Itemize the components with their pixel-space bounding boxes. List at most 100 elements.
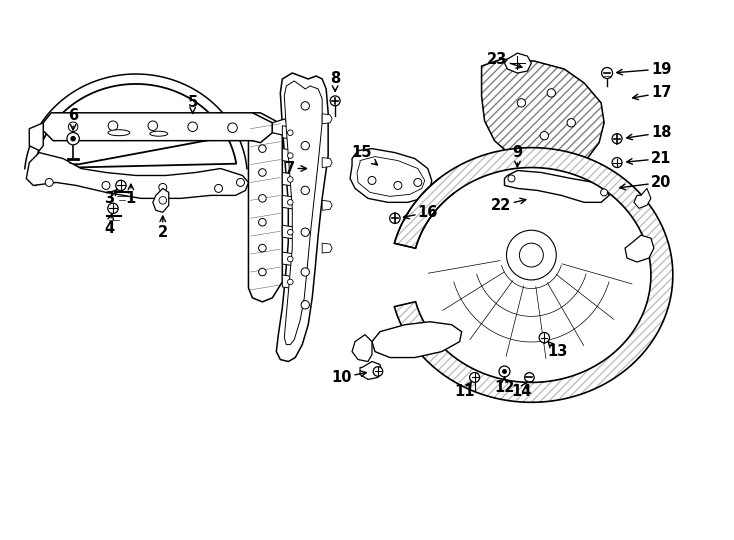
Text: 23: 23	[487, 52, 522, 68]
Polygon shape	[29, 123, 43, 151]
Circle shape	[159, 197, 167, 204]
Polygon shape	[625, 235, 654, 262]
Text: 22: 22	[491, 198, 526, 213]
Polygon shape	[284, 81, 322, 345]
Circle shape	[258, 168, 266, 176]
Text: 21: 21	[627, 151, 672, 166]
Polygon shape	[276, 73, 328, 361]
Polygon shape	[352, 335, 372, 361]
Circle shape	[46, 179, 53, 186]
Polygon shape	[248, 113, 283, 302]
Circle shape	[600, 189, 608, 196]
Polygon shape	[372, 322, 462, 357]
Circle shape	[228, 123, 237, 132]
Polygon shape	[504, 171, 609, 202]
Circle shape	[159, 184, 167, 191]
Circle shape	[567, 119, 575, 127]
Circle shape	[288, 279, 293, 285]
Ellipse shape	[150, 131, 168, 136]
Polygon shape	[283, 148, 298, 163]
Polygon shape	[153, 188, 169, 212]
Text: 5: 5	[188, 96, 197, 113]
Circle shape	[301, 102, 310, 110]
Circle shape	[258, 145, 266, 152]
Polygon shape	[272, 119, 288, 136]
Circle shape	[148, 121, 158, 131]
Circle shape	[188, 122, 197, 132]
Circle shape	[602, 68, 613, 78]
Circle shape	[394, 181, 402, 190]
Circle shape	[301, 301, 310, 309]
Circle shape	[502, 369, 507, 374]
Circle shape	[288, 256, 293, 262]
Polygon shape	[283, 225, 298, 239]
Circle shape	[214, 185, 222, 192]
Polygon shape	[634, 188, 651, 208]
Circle shape	[330, 96, 340, 106]
Circle shape	[70, 136, 76, 141]
Circle shape	[301, 141, 310, 150]
Circle shape	[258, 268, 266, 276]
Circle shape	[612, 134, 622, 144]
Polygon shape	[26, 153, 248, 198]
Circle shape	[288, 153, 293, 158]
Circle shape	[470, 373, 479, 382]
Circle shape	[390, 213, 400, 224]
Text: 19: 19	[617, 62, 672, 77]
Circle shape	[116, 180, 126, 191]
Polygon shape	[394, 147, 673, 402]
Circle shape	[301, 186, 310, 194]
Circle shape	[68, 122, 78, 132]
Text: 8: 8	[330, 71, 341, 91]
Circle shape	[612, 158, 622, 167]
Text: 10: 10	[332, 370, 366, 385]
Text: 6: 6	[68, 109, 79, 130]
Polygon shape	[322, 243, 332, 253]
Polygon shape	[360, 361, 382, 380]
Circle shape	[520, 243, 543, 267]
Text: 7: 7	[285, 161, 307, 176]
Circle shape	[236, 179, 244, 186]
Polygon shape	[322, 200, 332, 210]
Circle shape	[414, 179, 422, 186]
Circle shape	[288, 130, 293, 136]
Polygon shape	[504, 53, 531, 73]
Polygon shape	[283, 126, 298, 140]
Circle shape	[373, 367, 382, 376]
Circle shape	[499, 366, 510, 377]
Polygon shape	[283, 195, 298, 210]
Circle shape	[517, 99, 526, 107]
Circle shape	[288, 177, 293, 183]
Text: 4: 4	[104, 214, 114, 236]
Text: 13: 13	[547, 341, 567, 359]
Text: 2: 2	[158, 216, 168, 240]
Circle shape	[288, 230, 293, 235]
Circle shape	[108, 121, 117, 131]
Polygon shape	[43, 113, 272, 143]
Circle shape	[288, 200, 293, 205]
Circle shape	[525, 373, 534, 382]
Text: 15: 15	[352, 145, 377, 165]
Circle shape	[67, 132, 79, 145]
Text: 16: 16	[404, 205, 438, 220]
Circle shape	[258, 219, 266, 226]
Text: 14: 14	[511, 381, 531, 399]
Circle shape	[301, 228, 310, 237]
Text: 3: 3	[104, 190, 117, 206]
Circle shape	[540, 132, 548, 140]
Circle shape	[258, 194, 266, 202]
Circle shape	[108, 203, 118, 213]
Polygon shape	[322, 114, 332, 124]
Circle shape	[539, 333, 550, 343]
Text: 20: 20	[619, 175, 672, 190]
Circle shape	[547, 89, 556, 97]
Polygon shape	[482, 59, 604, 168]
Polygon shape	[350, 148, 432, 202]
Ellipse shape	[108, 130, 130, 136]
Circle shape	[508, 175, 515, 182]
Circle shape	[258, 244, 266, 252]
Text: 1: 1	[126, 184, 136, 206]
Polygon shape	[283, 252, 298, 266]
Polygon shape	[322, 158, 332, 167]
Circle shape	[301, 268, 310, 276]
